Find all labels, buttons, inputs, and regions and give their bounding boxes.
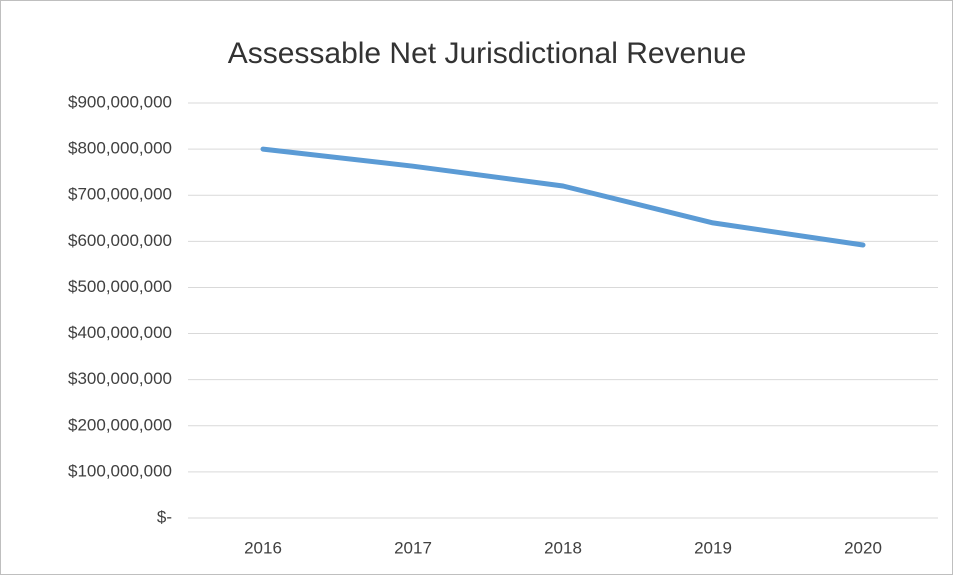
y-tick-label: $400,000,000: [68, 323, 172, 342]
y-tick-label: $100,000,000: [68, 461, 172, 480]
y-tick-label: $800,000,000: [68, 139, 172, 158]
chart-title: Assessable Net Jurisdictional Revenue: [228, 37, 747, 70]
x-tick-label: 2018: [544, 538, 582, 557]
y-tick-label: $500,000,000: [68, 277, 172, 296]
series-line: [260, 146, 866, 248]
y-tick-label: $300,000,000: [68, 369, 172, 388]
y-tick-label: $600,000,000: [68, 231, 172, 250]
x-tick-label: 2016: [244, 538, 282, 557]
y-tick-label: $700,000,000: [68, 185, 172, 204]
y-tick-label: $900,000,000: [68, 92, 172, 111]
x-tick-label: 2017: [394, 538, 432, 557]
y-tick-label: $200,000,000: [68, 415, 172, 434]
y-tick-label: $-: [157, 507, 172, 526]
x-tick-label: 2019: [694, 538, 732, 557]
x-tick-label: 2020: [844, 538, 882, 557]
